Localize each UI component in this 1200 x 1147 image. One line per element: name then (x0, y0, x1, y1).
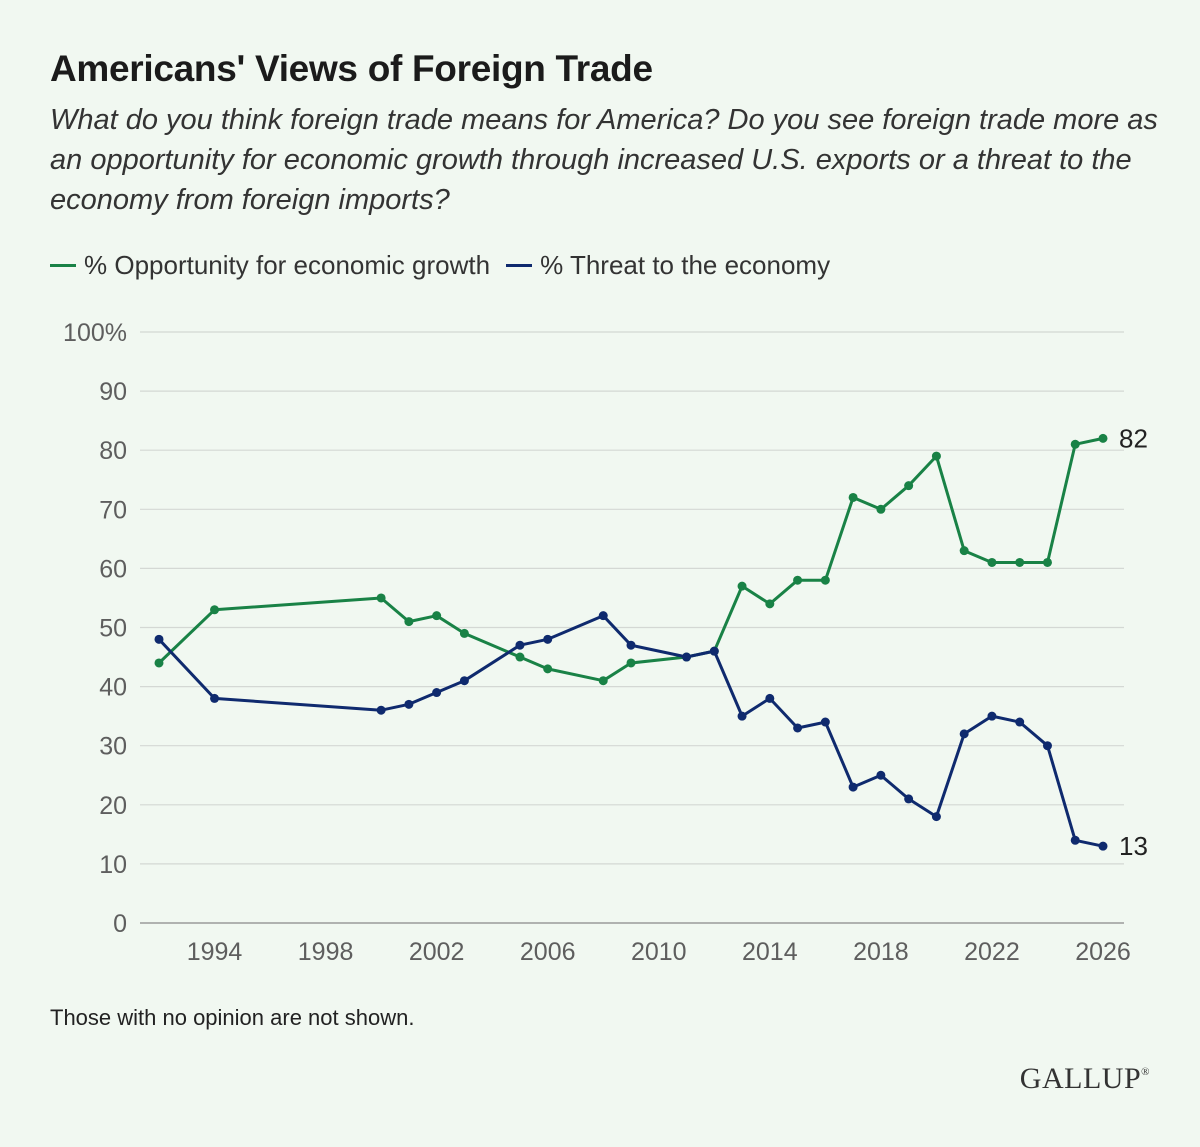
data-point-threat-2012 (709, 646, 719, 656)
data-point-threat-2015 (793, 723, 803, 733)
data-point-threat-2009 (626, 640, 636, 650)
data-point-opportunity-2015 (793, 575, 803, 585)
legend-swatch-threat (506, 264, 533, 267)
data-point-opportunity-2008 (598, 676, 608, 686)
data-point-threat-2024 (1042, 741, 1052, 751)
data-point-threat-2026 (1098, 841, 1108, 851)
chart-subtitle: What do you think foreign trade means fo… (50, 104, 1158, 216)
data-point-threat-1992 (154, 634, 164, 644)
legend-swatch-opportunity (50, 264, 76, 267)
x-tick-label-2018: 2018 (853, 938, 909, 966)
data-point-threat-2011 (682, 652, 692, 662)
x-tick-label-1998: 1998 (298, 938, 354, 966)
data-point-opportunity-2001 (404, 617, 414, 627)
data-point-opportunity-2002 (432, 611, 442, 621)
data-point-opportunity-2014 (765, 599, 775, 609)
y-tick-label-70: 70 (99, 496, 127, 524)
data-point-threat-2021 (959, 729, 969, 739)
legend-label-threat: % Threat to the economy (540, 250, 831, 280)
data-point-opportunity-2000 (376, 593, 386, 603)
x-tick-label-2002: 2002 (409, 938, 465, 966)
data-point-opportunity-2024 (1042, 557, 1052, 567)
y-tick-label-100: 100% (63, 319, 127, 347)
data-point-opportunity-2005 (515, 652, 525, 662)
y-tick-label-50: 50 (99, 615, 127, 643)
data-point-threat-1994 (210, 693, 220, 703)
footnote: Those with no opinion are not shown. (50, 1005, 415, 1030)
x-tick-label-2022: 2022 (964, 938, 1020, 966)
data-point-opportunity-2019 (904, 481, 914, 491)
logo-registered-mark: ® (1141, 1066, 1150, 1078)
data-point-opportunity-2006 (543, 664, 553, 674)
series-line-threat (157, 614, 1105, 848)
legend: % Opportunity for economic growth % Thre… (50, 250, 846, 281)
data-point-threat-2002 (432, 688, 442, 698)
x-tick-label-2006: 2006 (520, 938, 576, 966)
data-point-opportunity-2025 (1070, 439, 1080, 449)
data-point-opportunity-2018 (876, 504, 886, 514)
data-point-opportunity-2009 (626, 658, 636, 668)
x-tick-label-2014: 2014 (742, 938, 798, 966)
end-label-opportunity: 82 (1119, 423, 1148, 453)
data-point-threat-2014 (765, 693, 775, 703)
legend-item-opportunity: % Opportunity for economic growth (50, 250, 490, 281)
data-point-threat-2018 (876, 770, 886, 780)
data-point-opportunity-2003 (459, 628, 469, 638)
data-point-threat-2013 (737, 711, 747, 721)
data-point-threat-2001 (404, 699, 414, 709)
series-line-opportunity (157, 436, 1105, 683)
y-tick-label-30: 30 (99, 733, 127, 761)
end-label-threat: 13 (1119, 831, 1148, 861)
data-point-opportunity-2021 (959, 546, 969, 556)
y-tick-label-10: 10 (99, 851, 127, 879)
data-point-threat-2000 (376, 705, 386, 715)
data-point-opportunity-2013 (737, 581, 747, 591)
x-tick-label-2026: 2026 (1075, 938, 1131, 966)
data-point-threat-2008 (598, 611, 608, 621)
data-point-threat-2023 (1015, 717, 1025, 727)
y-tick-label-40: 40 (99, 674, 127, 702)
data-point-threat-2006 (543, 634, 553, 644)
data-point-threat-2003 (459, 676, 469, 686)
y-tick-label-60: 60 (99, 555, 127, 583)
x-tick-label-1994: 1994 (187, 938, 243, 966)
x-tick-label-2010: 2010 (631, 938, 687, 966)
data-point-opportunity-2017 (848, 492, 858, 502)
data-point-threat-2020 (931, 812, 941, 822)
data-point-threat-2025 (1070, 835, 1080, 845)
data-point-opportunity-2022 (987, 557, 997, 567)
y-tick-label-20: 20 (99, 792, 127, 820)
data-point-opportunity-2016 (820, 575, 830, 585)
data-point-threat-2017 (848, 782, 858, 792)
data-point-threat-2022 (987, 711, 997, 721)
data-point-opportunity-2026 (1098, 433, 1108, 443)
y-tick-label-0: 0 (113, 910, 127, 938)
data-point-threat-2016 (820, 717, 830, 727)
chart-title: Americans' Views of Foreign Trade (50, 48, 653, 89)
legend-label-opportunity: % Opportunity for economic growth (84, 250, 491, 280)
data-point-opportunity-1992 (154, 658, 164, 668)
data-point-opportunity-2020 (931, 451, 941, 461)
data-point-opportunity-2023 (1015, 557, 1025, 567)
y-tick-label-80: 80 (99, 437, 127, 465)
legend-item-threat: % Threat to the economy (506, 250, 830, 281)
y-tick-label-90: 90 (99, 378, 127, 406)
gallup-logo: GALLUP® (1020, 1062, 1150, 1096)
data-point-threat-2005 (515, 640, 525, 650)
data-point-threat-2019 (904, 794, 914, 804)
logo-text: GALLUP (1019, 1062, 1142, 1095)
data-point-opportunity-1994 (210, 605, 220, 615)
